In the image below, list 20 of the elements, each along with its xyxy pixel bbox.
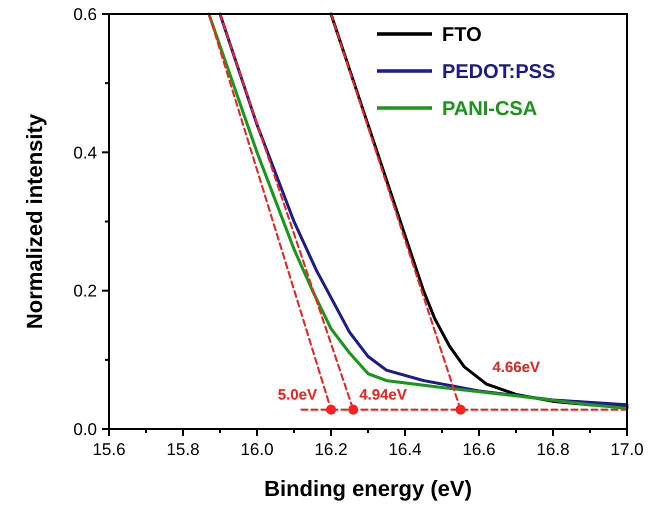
x-tick-label: 16.0 — [240, 440, 274, 459]
y-axis-title: Normalized intensity — [22, 113, 47, 330]
y-tick-label: 0.6 — [73, 5, 97, 24]
legend-label: PANI-CSA — [442, 98, 538, 120]
annotation: 4.66eV — [492, 359, 540, 376]
annotation: 5.0eV — [278, 386, 317, 404]
x-tick-label: 15.6 — [92, 440, 126, 459]
x-tick-label: 15.8 — [166, 440, 200, 459]
x-tick-label: 16.2 — [314, 440, 348, 459]
y-tick-label: 0.0 — [73, 420, 97, 439]
x-tick-label: 16.8 — [536, 440, 570, 459]
legend-label: PEDOT:PSS — [442, 61, 556, 83]
x-tick-label: 16.6 — [462, 440, 496, 459]
x-tick-label: 16.4 — [388, 440, 422, 459]
legend-label: FTO — [442, 24, 482, 46]
x-tick-label: 17.0 — [610, 440, 644, 459]
x-axis-title: Binding energy (eV) — [264, 476, 472, 501]
annotation: 4.94eV — [359, 386, 407, 404]
y-tick-label: 0.2 — [73, 282, 97, 301]
y-tick-label: 0.4 — [73, 143, 97, 162]
